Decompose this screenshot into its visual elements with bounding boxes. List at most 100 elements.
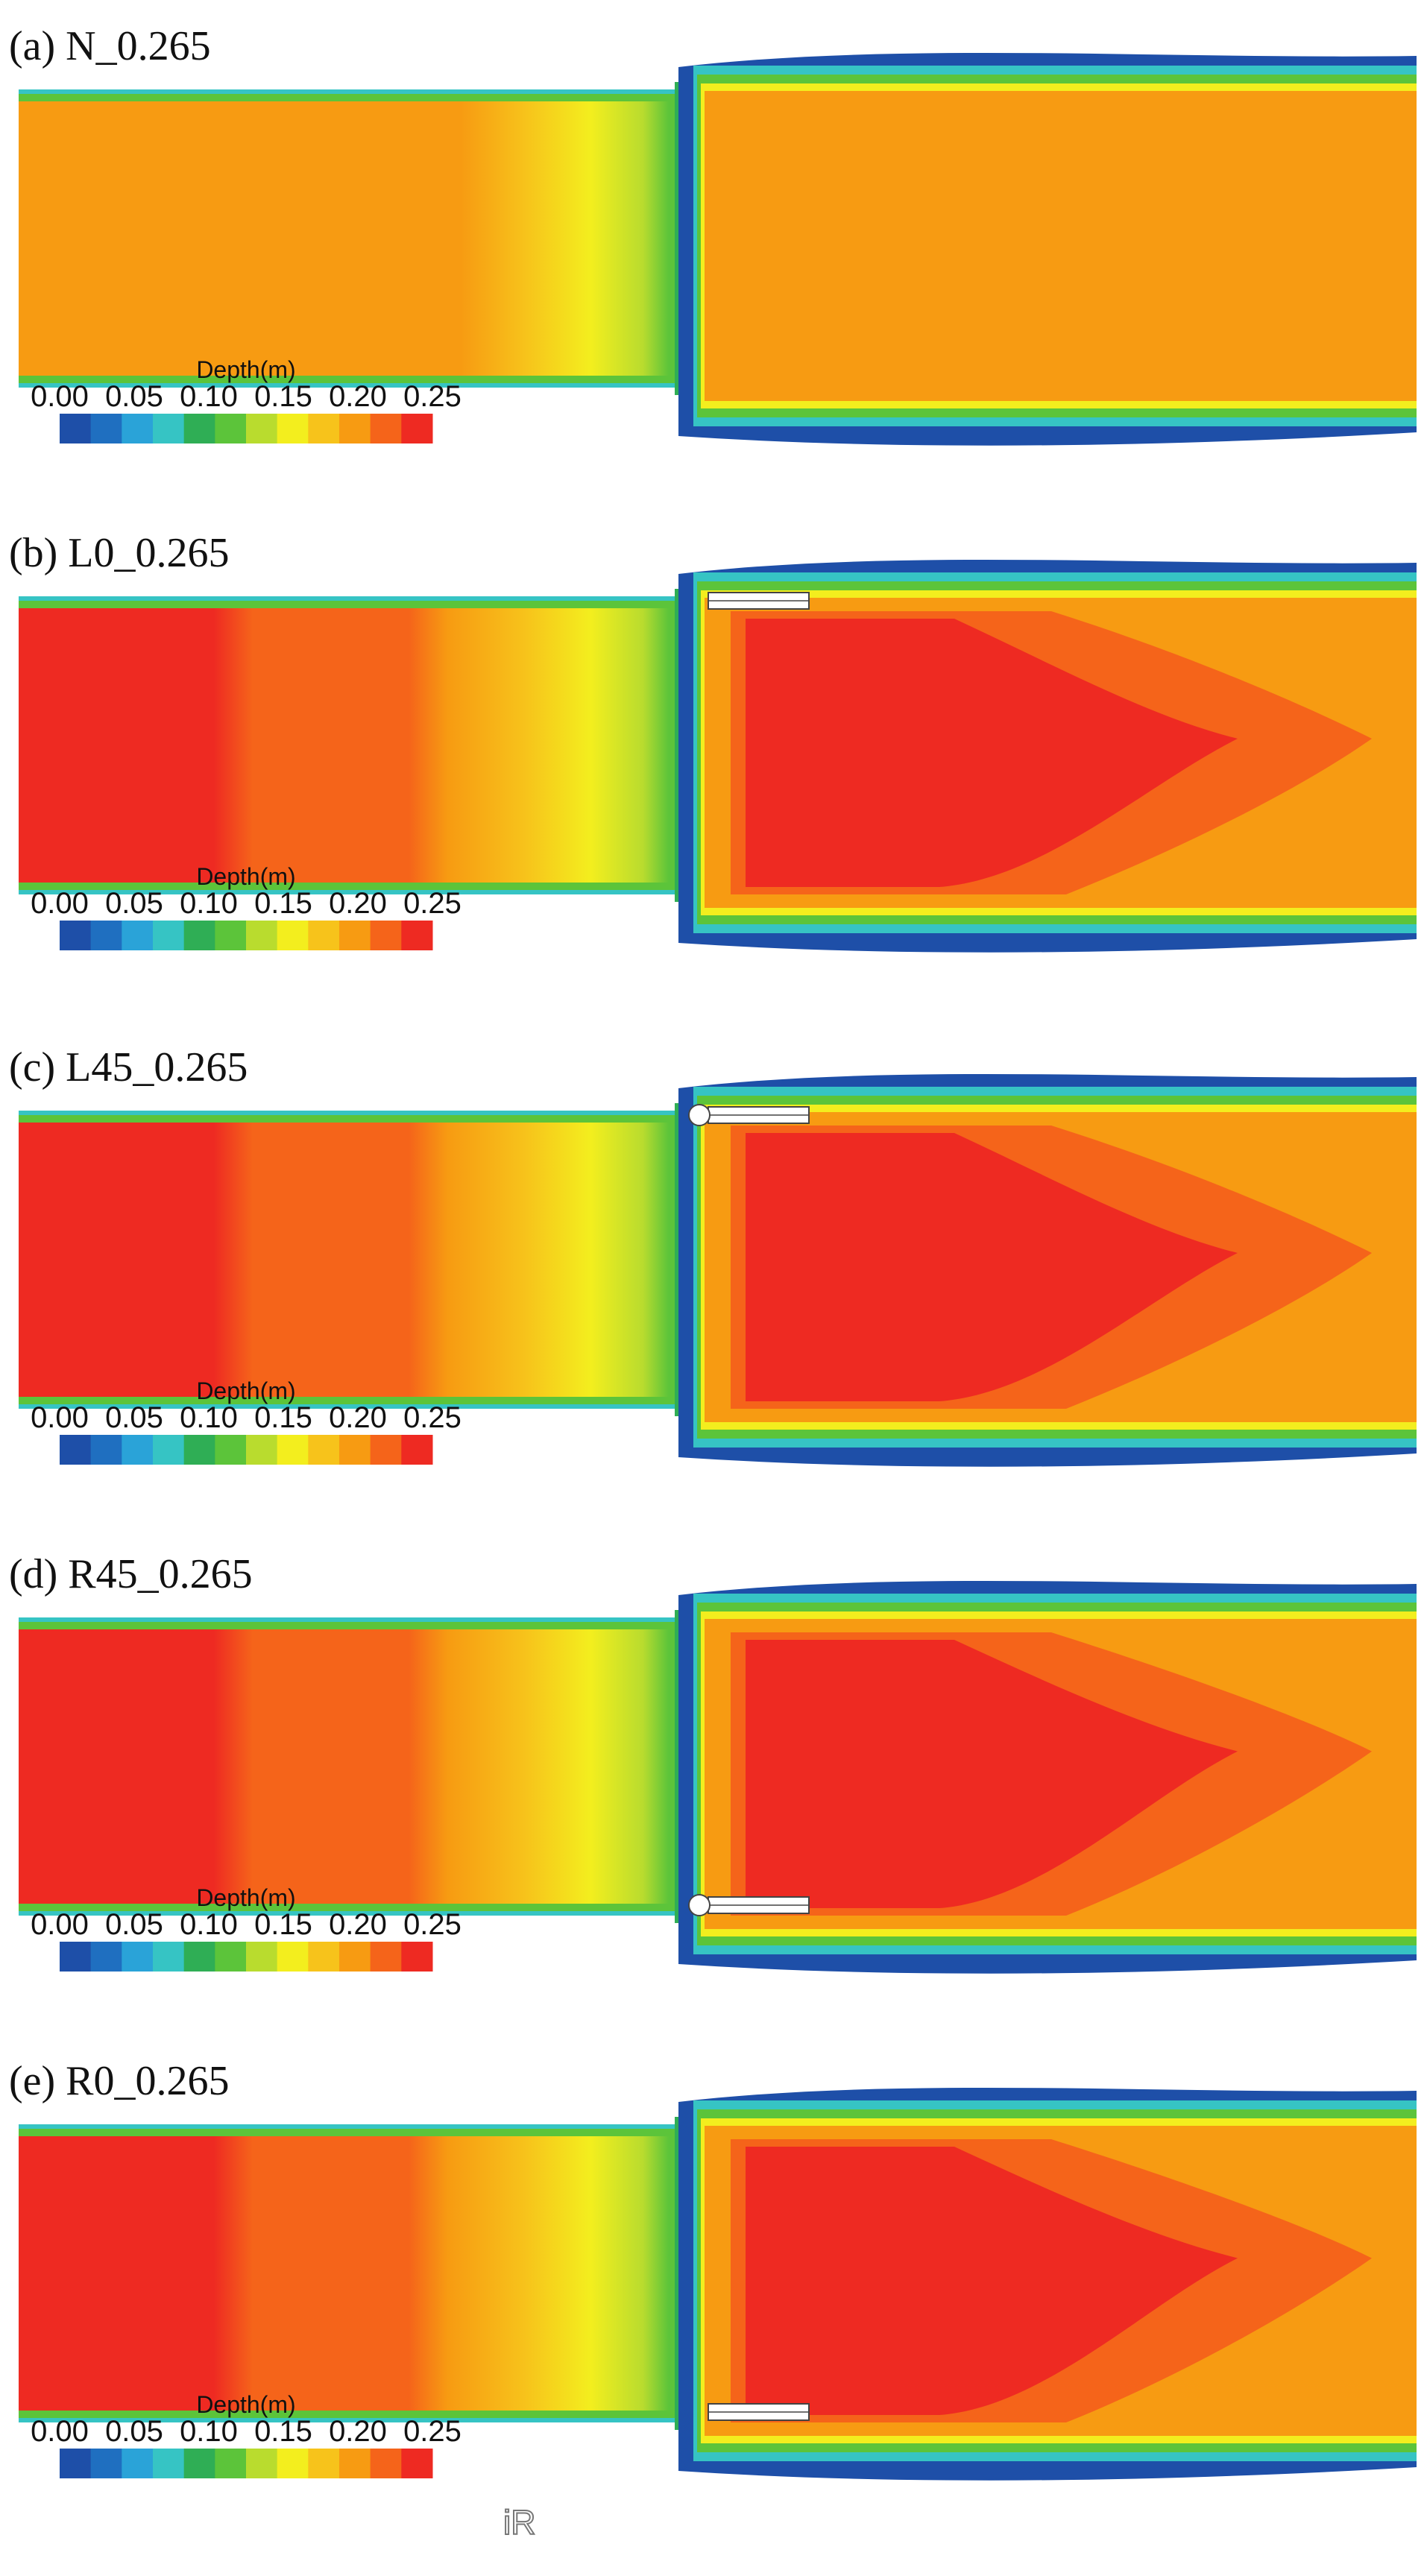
panel-L0: (b) L0_0.265 Depth(m) 0.00 0.05 0.10 0.15 0.20… bbox=[9, 530, 1417, 953]
colorbar-swatch bbox=[90, 1942, 122, 1972]
colorbar-swatch bbox=[370, 2449, 402, 2478]
colorbar-tick: 0.05 bbox=[105, 2415, 163, 2448]
colorbar-swatch bbox=[183, 1435, 215, 1465]
colorbar-swatch bbox=[308, 414, 340, 443]
colorbar-swatch bbox=[215, 414, 247, 443]
colorbar-swatch bbox=[183, 921, 215, 950]
colorbar-swatch bbox=[339, 1435, 371, 1465]
colorbar-swatch bbox=[277, 921, 309, 950]
panel-L45: (c) L45_0.265 Depth(m) 0.00 0.05 0.10 0.15 0.2… bbox=[9, 1044, 1417, 1467]
colorbar-tick: 0.25 bbox=[403, 1908, 461, 1941]
colorbar-tick: 0.15 bbox=[254, 887, 312, 920]
colorbar-swatch bbox=[60, 414, 92, 443]
colorbar-tick: 0.25 bbox=[403, 2415, 461, 2448]
ir-logo: iR bbox=[503, 2503, 535, 2542]
upstream-bottom-edge bbox=[19, 1404, 676, 1409]
panel-R0: (e) R0_0.265 Depth(m) 0.00 0.05 0.10 0.15 0.20… bbox=[9, 2058, 1417, 2481]
colorbar-swatch bbox=[277, 2449, 309, 2478]
colorbar-title: Depth(m) bbox=[196, 1884, 295, 1911]
colorbar: Depth(m) 0.00 0.05 0.10 0.15 0.20 0.25 bbox=[31, 1377, 461, 1465]
colorbar-title: Depth(m) bbox=[196, 1377, 295, 1404]
spur-dike bbox=[688, 1894, 810, 1916]
colorbar: Depth(m) 0.00 0.05 0.10 0.15 0.20 0.25 bbox=[31, 356, 461, 443]
colorbar-tick: 0.00 bbox=[31, 1401, 89, 1434]
colorbar-swatch bbox=[277, 414, 309, 443]
upstream-top-edge bbox=[19, 2124, 676, 2129]
spur-dike bbox=[688, 1104, 810, 1126]
downstream-band-red bbox=[746, 1133, 1238, 1401]
upstream-depth-field bbox=[19, 101, 669, 376]
colorbar-tick: 0.20 bbox=[329, 1401, 387, 1434]
upstream-top-edge bbox=[19, 596, 676, 601]
downstream-band-red bbox=[746, 2147, 1238, 2415]
colorbar-swatch bbox=[183, 2449, 215, 2478]
colorbar-swatch bbox=[153, 1435, 185, 1465]
colorbar-swatch bbox=[246, 921, 278, 950]
colorbar-swatch bbox=[215, 1942, 247, 1972]
colorbar-swatch bbox=[90, 2449, 122, 2478]
colorbar-tick: 0.05 bbox=[105, 1908, 163, 1941]
colorbar-tick: 0.25 bbox=[403, 887, 461, 920]
upstream-bottom-edge bbox=[19, 1911, 676, 1916]
colorbar-tick: 0.15 bbox=[254, 380, 312, 413]
colorbar-swatch bbox=[339, 921, 371, 950]
colorbar-swatch bbox=[308, 1942, 340, 1972]
colorbar-swatch bbox=[401, 1942, 433, 1972]
colorbar-tick: 0.15 bbox=[254, 1401, 312, 1434]
upstream-top-edge bbox=[19, 89, 676, 94]
spur-dike-head bbox=[688, 1104, 711, 1126]
colorbar-swatch bbox=[246, 1942, 278, 1972]
colorbar-swatch bbox=[370, 414, 402, 443]
upstream-bottom-edge bbox=[19, 2418, 676, 2422]
colorbar-tick: 0.10 bbox=[180, 380, 238, 413]
colorbar-swatch bbox=[277, 1942, 309, 1972]
upstream-bottom-edge bbox=[19, 383, 676, 388]
colorbar-tick: 0.05 bbox=[105, 1401, 163, 1434]
colorbar-swatch bbox=[339, 2449, 371, 2478]
colorbar-swatch bbox=[401, 414, 433, 443]
colorbar-tick: 0.00 bbox=[31, 2415, 89, 2448]
colorbar-swatch bbox=[122, 1435, 154, 1465]
colorbar-swatch bbox=[246, 2449, 278, 2478]
colorbar-title: Depth(m) bbox=[196, 356, 295, 383]
colorbar-swatch bbox=[122, 414, 154, 443]
colorbar-tick: 0.00 bbox=[31, 1908, 89, 1941]
colorbar-swatch bbox=[153, 2449, 185, 2478]
colorbar-tick: 0.05 bbox=[105, 887, 163, 920]
colorbar-swatch bbox=[339, 414, 371, 443]
colorbar-swatch bbox=[122, 2449, 154, 2478]
upstream-depth-field bbox=[19, 608, 669, 883]
colorbar-swatch bbox=[60, 1942, 92, 1972]
panel-label: (c) L45_0.265 bbox=[9, 1044, 248, 1090]
downstream-band-orange bbox=[705, 91, 1417, 401]
colorbar: Depth(m) 0.00 0.05 0.10 0.15 0.20 0.25 bbox=[31, 1884, 461, 1972]
colorbar-tick: 0.00 bbox=[31, 887, 89, 920]
colorbar-swatch bbox=[183, 414, 215, 443]
colorbar-swatch bbox=[370, 1942, 402, 1972]
colorbar-swatch bbox=[90, 1435, 122, 1465]
spur-dike bbox=[708, 592, 810, 610]
colorbar-swatch bbox=[122, 1942, 154, 1972]
panel-N: (a) N_0.265 Depth(m) 0.00 0.05 0.10 0.15 0.20 0… bbox=[9, 23, 1417, 446]
colorbar-swatch bbox=[370, 1435, 402, 1465]
colorbar-swatch bbox=[60, 1435, 92, 1465]
colorbar-swatch bbox=[153, 1942, 185, 1972]
colorbar-title: Depth(m) bbox=[196, 863, 295, 890]
colorbar: Depth(m) 0.00 0.05 0.10 0.15 0.20 0.25 bbox=[31, 863, 461, 950]
spur-dike bbox=[708, 2403, 810, 2421]
colorbar-tick: 0.10 bbox=[180, 2415, 238, 2448]
upstream-depth-field bbox=[19, 1629, 669, 1904]
spur-dike-head bbox=[688, 1894, 711, 1916]
colorbar-swatch bbox=[90, 414, 122, 443]
colorbar-tick: 0.20 bbox=[329, 887, 387, 920]
colorbar-tick: 0.10 bbox=[180, 1401, 238, 1434]
colorbar-swatch bbox=[215, 921, 247, 950]
panel-label: (e) R0_0.265 bbox=[9, 2058, 230, 2104]
colorbar-swatch bbox=[401, 921, 433, 950]
upstream-top-edge bbox=[19, 1111, 676, 1115]
colorbar-tick: 0.20 bbox=[329, 2415, 387, 2448]
colorbar-tick: 0.25 bbox=[403, 1401, 461, 1434]
colorbar-swatch bbox=[153, 921, 185, 950]
panel-label: (b) L0_0.265 bbox=[9, 530, 230, 576]
